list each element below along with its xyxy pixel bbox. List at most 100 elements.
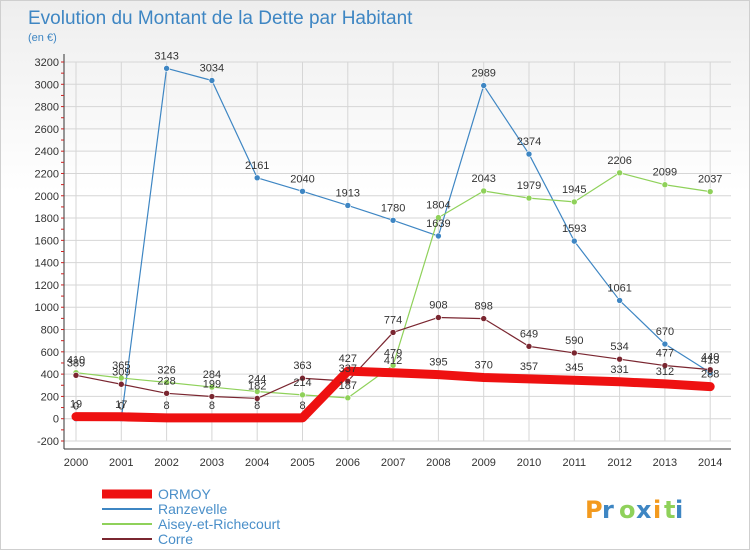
x-tick-label: 2014 [698, 457, 722, 469]
data-label-ranzevelle: 1913 [336, 187, 360, 199]
point-aisey-et-richecourt [661, 181, 669, 189]
data-label-aisey-et-richecourt: 244 [248, 374, 266, 386]
x-tick-label: 2001 [109, 457, 133, 469]
x-tick-label: 2004 [245, 457, 269, 469]
data-label-aisey-et-richecourt: 187 [339, 380, 357, 392]
data-label-corre: 182 [248, 380, 266, 392]
data-label-ormoy: 370 [475, 359, 493, 371]
point-ranzevelle [344, 202, 352, 209]
point-aisey-et-richecourt [163, 379, 170, 386]
point-corre [253, 395, 261, 402]
data-label-ormoy: 8 [254, 400, 260, 412]
data-label-aisey-et-richecourt: 2043 [471, 173, 495, 185]
data-label-ranzevelle: 2161 [245, 160, 269, 172]
data-label-ranzevelle: 0 [73, 401, 79, 413]
point-aisey-et-richecourt [570, 198, 578, 206]
data-label-corre: 337 [339, 363, 357, 375]
data-label-aisey-et-richecourt: 326 [157, 364, 175, 376]
point-aisey-et-richecourt [616, 169, 623, 177]
data-label-ranzevelle: 413 [701, 355, 719, 367]
y-tick-label: 1800 [35, 213, 59, 225]
data-label-corre: 440 [701, 352, 719, 364]
data-label-ormoy: 357 [520, 361, 538, 373]
data-label-aisey-et-richecourt: 1945 [562, 184, 586, 196]
data-label-ormoy: 17 [115, 399, 127, 411]
point-ranzevelle [253, 174, 261, 182]
legend-label-ormoy: ORMOY [158, 486, 212, 502]
data-label-ranzevelle: 1593 [562, 223, 586, 235]
y-tick-label: 400 [41, 369, 59, 381]
data-label-aisey-et-richecourt: 2037 [698, 174, 722, 186]
data-labels: 0 0 3143 3034 2161 2040 1913 1780 1639 2989 2374 15… [67, 50, 723, 412]
point-ranzevelle [435, 232, 442, 240]
data-label-corre: 908 [429, 299, 447, 311]
point-ranzevelle [389, 216, 397, 224]
grid [64, 61, 731, 442]
data-label-ormoy: 345 [565, 362, 583, 374]
data-label-corre: 309 [112, 366, 130, 378]
data-label-ranzevelle: 670 [656, 326, 674, 338]
y-tick-label: 2200 [35, 168, 59, 180]
y-tick-label: -200 [37, 436, 59, 448]
data-label-ranzevelle: 3143 [154, 50, 178, 62]
x-tick-label: 2007 [381, 457, 405, 469]
y-tick-label: 600 [41, 347, 59, 359]
data-label-ormoy: 427 [339, 353, 357, 365]
data-label-corre: 199 [203, 379, 221, 391]
x-tick-label: 2008 [426, 457, 450, 469]
point-aisey-et-richecourt [435, 214, 442, 221]
data-label-corre: 363 [293, 360, 311, 372]
y-tick-label: 1400 [35, 258, 59, 270]
point-corre [525, 343, 533, 350]
legend-label-ranzevelle: Ranzevelle [158, 501, 227, 517]
point-ranzevelle [616, 297, 623, 304]
point-corre [163, 389, 170, 397]
y-tick-label: 800 [41, 325, 59, 337]
y-tick-label: 3000 [35, 79, 59, 91]
point-corre [208, 393, 216, 400]
point-corre [389, 329, 397, 336]
data-label-aisey-et-richecourt: 410 [67, 355, 85, 367]
logo-letter: o [619, 496, 636, 524]
data-label-ormoy: 8 [299, 400, 305, 412]
x-tick-label: 2005 [290, 457, 314, 469]
y-tick-label: 1600 [35, 235, 59, 247]
point-ranzevelle [208, 77, 216, 84]
point-corre [661, 362, 669, 369]
y-tick-label: 1000 [35, 302, 59, 314]
point-ranzevelle [661, 340, 669, 348]
chart-subtitle: (en €) [28, 32, 57, 44]
x-tick-label: 2013 [653, 457, 677, 469]
point-corre [570, 349, 578, 357]
y-tick-label: 2400 [35, 146, 59, 158]
logo-letter: x [636, 496, 652, 524]
point-ranzevelle [570, 237, 578, 245]
data-label-ormoy: 412 [384, 355, 402, 367]
logo-letter: r [602, 496, 614, 524]
data-label-aisey-et-richecourt: 479 [384, 347, 402, 359]
series-lines [71, 65, 715, 423]
data-label-corre: 534 [610, 341, 628, 353]
data-label-ranzevelle: 2040 [290, 173, 314, 185]
data-label-aisey-et-richecourt: 365 [112, 360, 130, 372]
data-label-corre: 774 [384, 314, 402, 326]
point-corre [480, 315, 488, 322]
legend-label-aisey-et-richecourt: Aisey-et-Richecourt [158, 516, 280, 532]
point-ranzevelle [163, 65, 170, 72]
data-label-ormoy: 331 [610, 364, 628, 376]
x-tick-label: 2003 [200, 457, 224, 469]
data-label-ranzevelle: 2374 [517, 136, 541, 148]
point-aisey-et-richecourt [525, 194, 533, 202]
logo-letter: i [675, 496, 683, 524]
y-tick-label: 2600 [35, 124, 59, 136]
point-aisey-et-richecourt [706, 188, 714, 195]
data-label-ranzevelle: 3034 [200, 63, 224, 75]
point-ranzevelle [525, 150, 533, 158]
x-tick-label: 2010 [517, 457, 541, 469]
point-aisey-et-richecourt [344, 394, 352, 402]
data-label-ormoy: 8 [164, 400, 170, 412]
point-aisey-et-richecourt [480, 187, 488, 195]
logo-letter: i [653, 496, 661, 524]
